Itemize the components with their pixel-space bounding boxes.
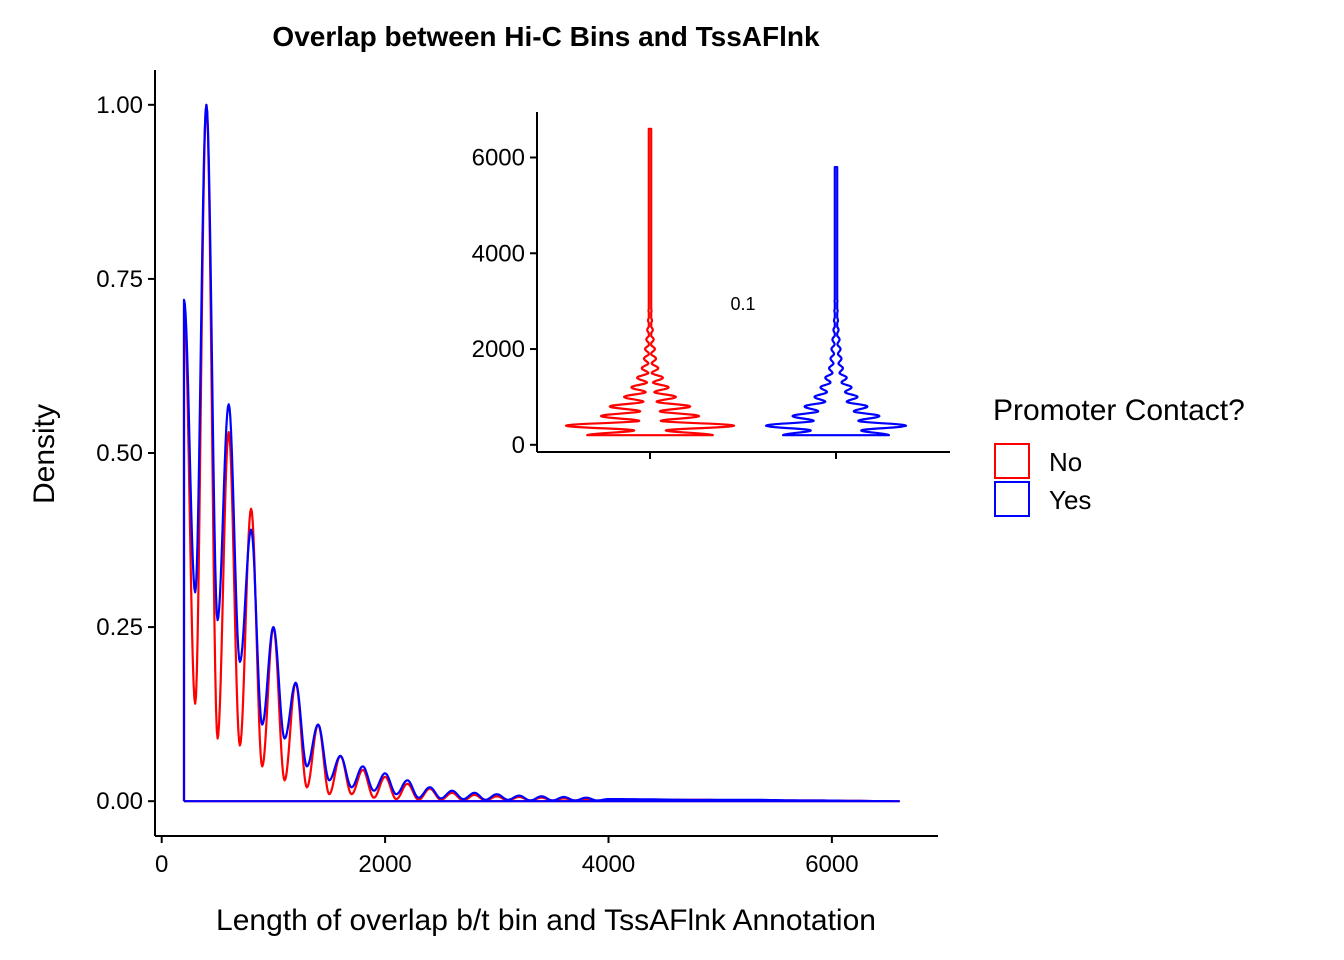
x-tick-label: 2000	[358, 851, 411, 878]
violin-no	[564, 127, 736, 437]
density-line-yes	[182, 103, 900, 803]
x-tick-label: 4000	[582, 851, 635, 878]
inset-x-ticks	[649, 452, 837, 459]
chart-title: Overlap between Hi-C Bins and TssAFlnk	[272, 21, 820, 52]
y-tick-label: 0.00	[96, 788, 143, 815]
inset-violin-plot: 0 2000 4000 6000 0.1	[472, 112, 950, 459]
y-tick-label: 0.25	[96, 614, 143, 641]
x-axis-label: Length of overlap b/t bin and TssAFlnk A…	[216, 904, 876, 937]
y-tick-label: 0.50	[96, 440, 143, 467]
x-tick-label: 0	[155, 851, 168, 878]
legend: Promoter Contact? No Yes	[993, 394, 1245, 517]
x-ticks: 0 2000 4000 6000	[155, 836, 859, 878]
y-ticks: 0.00 0.25 0.50 0.75 1.00	[96, 92, 155, 815]
y-tick-label: 0.75	[96, 266, 143, 293]
inset-y-ticks: 0 2000 4000 6000	[472, 144, 537, 459]
legend-key-no	[994, 443, 1030, 479]
series-layer	[182, 103, 900, 803]
inset-y-tick-label: 6000	[472, 144, 525, 171]
legend-key-yes	[994, 481, 1030, 517]
y-tick-label: 1.00	[96, 92, 143, 119]
inset-y-tick-label: 2000	[472, 336, 525, 363]
violins	[564, 127, 908, 437]
legend-label-yes: Yes	[1049, 485, 1091, 515]
legend-label-no: No	[1049, 447, 1082, 477]
violin-yes	[764, 166, 908, 437]
inset-y-tick-label: 4000	[472, 240, 525, 267]
inset-pvalue-annotation: 0.1	[730, 294, 755, 314]
legend-title: Promoter Contact?	[993, 394, 1245, 427]
y-axis-label: Density	[28, 404, 61, 504]
inset-y-tick-label: 0	[512, 432, 525, 459]
x-tick-label: 6000	[805, 851, 858, 878]
